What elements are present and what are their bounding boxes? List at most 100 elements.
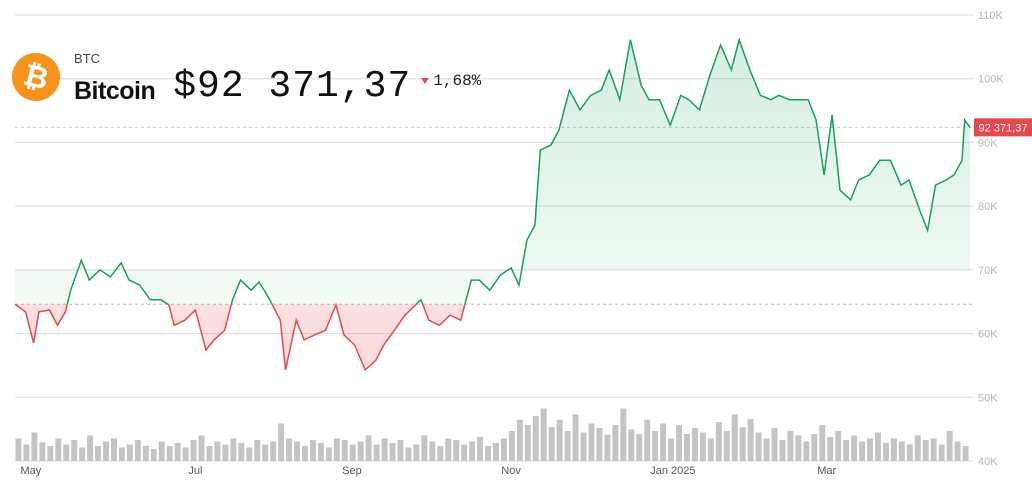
volume-bar xyxy=(413,444,420,461)
volume-bar xyxy=(453,440,460,461)
volume-bar xyxy=(246,447,253,461)
volume-bar xyxy=(787,431,794,461)
current-price-tag: 92 371,37 xyxy=(974,118,1032,137)
y-tick-label: 90K xyxy=(978,137,998,149)
price-line-down xyxy=(14,304,466,372)
volume-bar xyxy=(882,443,889,461)
volume-bar xyxy=(898,441,905,461)
volume-bar xyxy=(922,440,929,461)
volume-bar xyxy=(134,440,141,461)
volume-bar xyxy=(469,441,476,461)
volume-bar xyxy=(532,416,539,461)
volume-bar xyxy=(890,438,897,461)
volume-bar xyxy=(691,428,698,461)
volume-bar xyxy=(962,446,969,461)
volume-bar xyxy=(445,438,452,461)
y-tick-label: 70K xyxy=(978,265,998,277)
volume-bar xyxy=(930,438,937,461)
volume-bar xyxy=(843,440,850,461)
price-change: 1,68% xyxy=(421,72,481,90)
x-tick-label: Nov xyxy=(501,465,521,477)
volume-bar xyxy=(309,440,316,461)
x-tick-label: Jul xyxy=(188,465,202,477)
volume-bar xyxy=(397,440,404,461)
volume-bar xyxy=(660,423,667,461)
volume-bar xyxy=(238,443,245,461)
volume-bar xyxy=(389,443,396,461)
volume-bar xyxy=(485,446,491,461)
volume-bar xyxy=(699,432,706,461)
volume-bar xyxy=(31,432,38,461)
volume-bar xyxy=(166,446,173,461)
volume-bar xyxy=(628,429,635,461)
volume-bar xyxy=(747,419,754,461)
x-tick-label: Sep xyxy=(342,465,362,477)
volume-bar xyxy=(604,434,611,461)
price-line-up xyxy=(15,37,971,305)
volume-bar xyxy=(230,438,237,461)
price-area-up xyxy=(15,39,970,305)
volume-bar xyxy=(540,408,547,461)
volume-bar xyxy=(477,437,484,461)
y-tick-label: 40K xyxy=(978,456,998,468)
volume-bar xyxy=(803,441,810,461)
volume-bar xyxy=(182,447,189,461)
volume-bar xyxy=(126,444,133,461)
volume-bar xyxy=(676,425,682,461)
volume-bar xyxy=(206,446,213,461)
volume-bar xyxy=(405,447,412,461)
volume-bar xyxy=(548,427,555,461)
volume-bar xyxy=(15,438,22,461)
volume-bar xyxy=(270,441,277,461)
volume-bar xyxy=(63,444,70,461)
volume-bar xyxy=(317,443,324,461)
x-tick-label: Mar xyxy=(817,465,836,477)
volume-bar xyxy=(572,414,579,461)
asset-name: Bitcoin xyxy=(74,77,156,105)
volume-bar xyxy=(373,444,380,461)
volume-bar xyxy=(381,438,388,461)
volume-bar xyxy=(103,441,109,461)
volume-bar xyxy=(222,444,229,461)
volume-bar xyxy=(875,432,881,461)
volume-bar xyxy=(325,447,332,461)
volume-bar xyxy=(142,446,149,461)
volume-bar xyxy=(652,431,659,461)
y-tick-label: 100K xyxy=(978,74,1004,86)
volume-bar xyxy=(763,438,770,461)
asset-symbol: BTC xyxy=(74,51,100,66)
volume-bar xyxy=(302,446,308,461)
current-price-label: 92 371,37 xyxy=(979,122,1028,134)
volume-bar xyxy=(707,438,714,461)
current-price: $92 371,37 xyxy=(173,65,412,108)
volume-bar xyxy=(71,440,78,461)
volume-bar xyxy=(429,441,436,461)
volume-bar xyxy=(214,441,221,461)
volume-bar xyxy=(500,438,507,461)
volume-bar xyxy=(851,435,858,461)
volume-bar xyxy=(174,443,181,461)
volume-bar xyxy=(938,444,945,461)
volume-bar xyxy=(859,441,866,461)
volume-bar xyxy=(954,441,961,461)
volume-bar xyxy=(755,432,762,461)
volume-bar xyxy=(867,438,873,461)
volume-bar xyxy=(118,447,125,461)
volume-bar xyxy=(461,444,468,461)
volume-bar xyxy=(564,431,571,461)
volume-bar xyxy=(150,449,157,461)
volume-bar xyxy=(636,434,643,461)
volume-bar xyxy=(294,441,300,461)
y-axis: 110K 100K 90K 80K 70K 60K 50K 40K xyxy=(978,10,1004,468)
volume-bar xyxy=(731,414,738,461)
volume-bar xyxy=(286,438,293,461)
volume-bar xyxy=(596,428,603,461)
volume-bar xyxy=(739,427,746,461)
volume-bar xyxy=(198,435,205,461)
volume-bar xyxy=(111,438,117,461)
x-tick-label: May xyxy=(21,465,42,477)
volume-bar xyxy=(365,435,372,461)
price-change-value: 1,68% xyxy=(433,71,482,90)
volume-bar xyxy=(262,444,269,461)
